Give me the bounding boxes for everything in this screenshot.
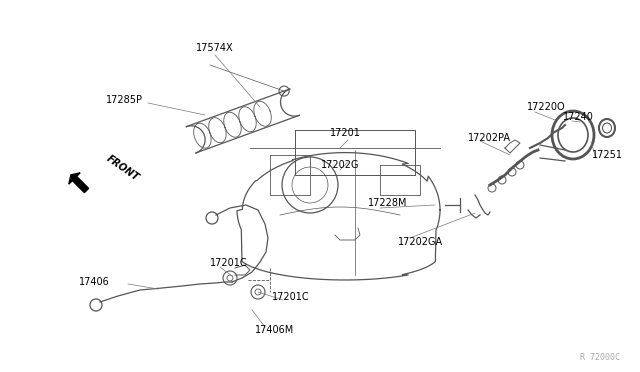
Text: FRONT: FRONT: [105, 153, 141, 183]
Text: 17201C: 17201C: [272, 292, 310, 302]
Text: 17201C: 17201C: [210, 258, 248, 268]
Text: 17406M: 17406M: [255, 325, 294, 335]
Text: 17228M: 17228M: [368, 198, 408, 208]
Text: 17285P: 17285P: [106, 95, 143, 105]
Text: 17251: 17251: [592, 150, 623, 160]
Text: 17201: 17201: [330, 128, 360, 138]
Text: 17406: 17406: [79, 277, 110, 287]
Text: 17202PA: 17202PA: [468, 133, 511, 143]
Text: 17220O: 17220O: [527, 102, 566, 112]
Text: 17240: 17240: [563, 112, 594, 122]
Text: 17202GA: 17202GA: [398, 237, 443, 247]
Text: 17202G: 17202G: [321, 160, 359, 170]
Polygon shape: [69, 173, 88, 193]
Text: 17574X: 17574X: [196, 43, 234, 53]
Text: R 72000C: R 72000C: [580, 353, 620, 362]
